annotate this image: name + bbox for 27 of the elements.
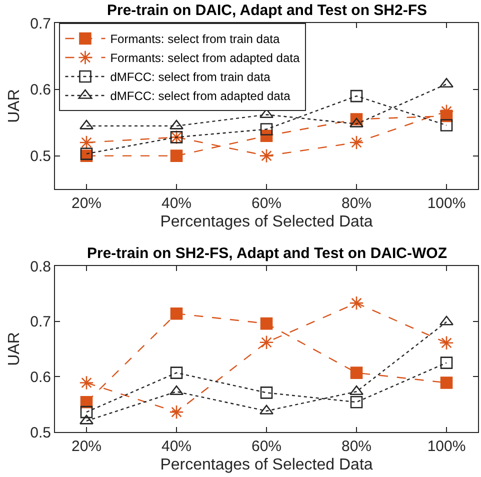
y-tick-label: 0.6: [30, 368, 51, 386]
legend-label: Formants: select from adapted data: [110, 51, 300, 66]
y-tick-label: 0.8: [30, 258, 51, 276]
x-tick-label: 40%: [161, 195, 192, 212]
x-axis-title: Percentages of Selected Data: [160, 456, 373, 474]
y-tick-label: 0.7: [30, 314, 51, 331]
x-tick-label: 40%: [161, 438, 192, 455]
y-axis-title: UAR: [6, 332, 24, 366]
x-tick-label: 100%: [427, 195, 466, 212]
y-tick-label: 0.6: [30, 82, 51, 99]
x-tick-label: 20%: [71, 195, 102, 212]
legend-label: dMFCC: select from train data: [110, 70, 271, 84]
x-tick-label: 60%: [251, 438, 282, 455]
x-tick-label: 80%: [341, 438, 372, 455]
legend-label: Formants: select from train data: [110, 32, 280, 46]
legend-label: dMFCC: select from adapted data: [110, 89, 291, 104]
x-axis-title: Percentages of Selected Data: [160, 214, 373, 231]
y-tick-label: 0.5: [30, 424, 51, 442]
y-tick-label: 0.5: [30, 148, 51, 166]
y-tick-label: 0.7: [30, 15, 51, 32]
x-tick-label: 100%: [427, 438, 466, 455]
chart-title: Pre-train on DAIC, Adapt and Test on SH2-FS: [107, 2, 428, 19]
x-tick-label: 80%: [341, 195, 372, 212]
chart-title: Pre-train on SH2-FS, Adapt and Test on DAIC-WOZ: [87, 245, 447, 262]
x-tick-label: 60%: [251, 195, 282, 212]
x-tick-label: 20%: [71, 438, 102, 455]
y-axis-title: UAR: [6, 89, 24, 123]
